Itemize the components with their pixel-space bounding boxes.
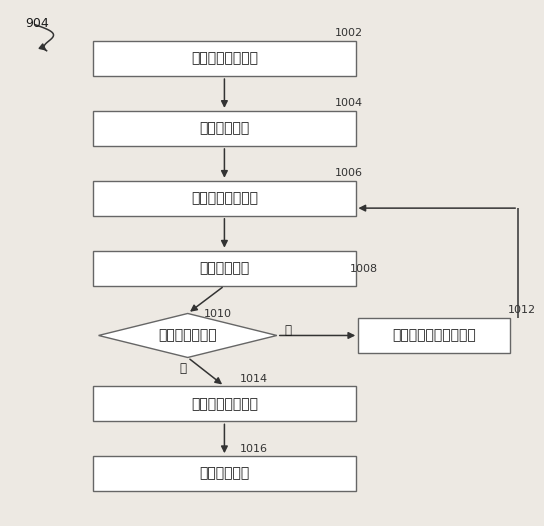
FancyBboxPatch shape [94, 111, 356, 146]
Text: 计算单面喷涂路径: 计算单面喷涂路径 [191, 191, 258, 205]
Text: 1006: 1006 [335, 168, 362, 178]
Text: 1004: 1004 [335, 98, 363, 108]
FancyBboxPatch shape [94, 41, 356, 76]
Text: 否: 否 [285, 324, 292, 337]
Text: 1008: 1008 [350, 264, 379, 274]
Text: 显示喷涂路径: 显示喷涂路径 [199, 261, 250, 275]
Text: 读取喷涂参数: 读取喷涂参数 [199, 122, 250, 135]
FancyBboxPatch shape [358, 318, 510, 353]
Text: 904: 904 [25, 17, 49, 30]
Text: 生成喷涂指令: 生成喷涂指令 [199, 467, 250, 481]
Text: 1014: 1014 [240, 373, 268, 383]
Text: 喷涂路径可行？: 喷涂路径可行？ [158, 328, 217, 342]
Polygon shape [98, 313, 277, 358]
FancyBboxPatch shape [94, 456, 356, 491]
Text: 1002: 1002 [335, 28, 363, 38]
Text: 形成整体喷涂路径: 形成整体喷涂路径 [191, 397, 258, 411]
FancyBboxPatch shape [94, 181, 356, 216]
Text: 是: 是 [179, 361, 186, 375]
Text: 读取三维投影视图: 读取三维投影视图 [191, 52, 258, 66]
Text: 1010: 1010 [203, 309, 231, 319]
FancyBboxPatch shape [94, 386, 356, 421]
Text: 改变参数重新生成路径: 改变参数重新生成路径 [392, 328, 476, 342]
FancyBboxPatch shape [94, 250, 356, 286]
Text: 1012: 1012 [508, 305, 536, 315]
Text: 1016: 1016 [240, 443, 268, 453]
